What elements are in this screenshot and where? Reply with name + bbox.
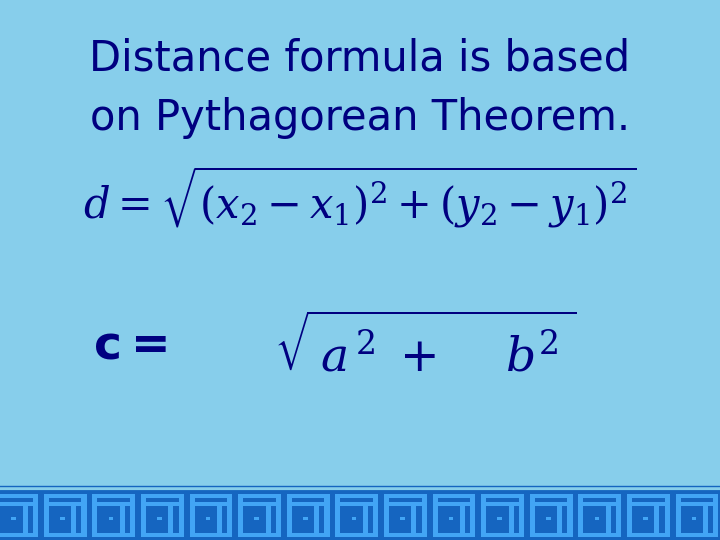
Text: Distance formula is based: Distance formula is based (89, 38, 631, 80)
Bar (243, 502, 276, 505)
FancyBboxPatch shape (146, 498, 179, 534)
Bar (395, 505, 411, 534)
Bar (654, 502, 660, 534)
Bar (248, 505, 266, 534)
Text: $\mathbf{c =}$: $\mathbf{c =}$ (93, 323, 166, 368)
FancyBboxPatch shape (530, 494, 572, 537)
Bar (508, 502, 513, 534)
FancyBboxPatch shape (141, 494, 184, 537)
Bar (103, 505, 120, 534)
Bar (168, 502, 174, 534)
FancyBboxPatch shape (486, 498, 519, 534)
Bar (120, 502, 125, 534)
FancyBboxPatch shape (481, 494, 524, 537)
FancyBboxPatch shape (336, 494, 378, 537)
Bar (71, 502, 76, 534)
Bar (351, 517, 356, 520)
Bar (692, 517, 696, 520)
Bar (49, 502, 81, 505)
Bar (535, 502, 567, 505)
FancyBboxPatch shape (194, 498, 228, 534)
Bar (254, 517, 259, 520)
Bar (606, 502, 611, 534)
FancyBboxPatch shape (675, 494, 719, 537)
Bar (389, 502, 422, 505)
Bar (643, 517, 648, 520)
Bar (341, 502, 373, 505)
Bar (266, 502, 271, 534)
Bar (60, 517, 65, 520)
Bar (540, 505, 557, 534)
Bar (292, 502, 325, 505)
FancyBboxPatch shape (384, 494, 427, 537)
Bar (686, 505, 703, 534)
Bar (157, 517, 162, 520)
FancyBboxPatch shape (341, 498, 373, 534)
FancyBboxPatch shape (49, 498, 81, 534)
Bar (217, 502, 222, 534)
Bar (206, 517, 210, 520)
Bar (314, 502, 319, 534)
Bar (151, 505, 168, 534)
Bar (632, 502, 665, 505)
Bar (546, 517, 551, 520)
Bar (0, 502, 33, 505)
Bar (54, 505, 71, 534)
FancyBboxPatch shape (578, 494, 621, 537)
Bar (637, 505, 654, 534)
Bar (460, 502, 465, 534)
Bar (438, 502, 470, 505)
Bar (0, 491, 720, 540)
Bar (680, 502, 714, 505)
Bar (109, 517, 113, 520)
FancyBboxPatch shape (389, 498, 422, 534)
FancyBboxPatch shape (680, 498, 714, 534)
Text: $d = \sqrt{\left(x_2 - x_1\right)^2 + \left(y_2 - y_1\right)^2}$: $d = \sqrt{\left(x_2 - x_1\right)^2 + \l… (84, 164, 636, 230)
FancyBboxPatch shape (92, 494, 135, 537)
Bar (146, 502, 179, 505)
Bar (12, 517, 16, 520)
Bar (449, 517, 454, 520)
Bar (557, 502, 562, 534)
Bar (22, 502, 27, 534)
Bar (200, 505, 217, 534)
Text: $\sqrt{\,a^{\,2}\; +\quad\; b^2\,}$: $\sqrt{\,a^{\,2}\; +\quad\; b^2\,}$ (274, 315, 576, 381)
Bar (400, 517, 405, 520)
Bar (411, 502, 416, 534)
Bar (492, 505, 508, 534)
FancyBboxPatch shape (189, 494, 233, 537)
FancyBboxPatch shape (243, 498, 276, 534)
FancyBboxPatch shape (287, 494, 330, 537)
Bar (589, 505, 606, 534)
FancyBboxPatch shape (292, 498, 325, 534)
Bar (703, 502, 708, 534)
Bar (443, 505, 460, 534)
FancyBboxPatch shape (438, 498, 470, 534)
FancyBboxPatch shape (583, 498, 616, 534)
Bar (303, 517, 307, 520)
FancyBboxPatch shape (535, 498, 567, 534)
FancyBboxPatch shape (97, 498, 130, 534)
FancyBboxPatch shape (627, 494, 670, 537)
Bar (583, 502, 616, 505)
Bar (486, 502, 519, 505)
FancyBboxPatch shape (0, 494, 38, 537)
FancyBboxPatch shape (632, 498, 665, 534)
Bar (297, 505, 314, 534)
Text: on Pythagorean Theorem.: on Pythagorean Theorem. (90, 97, 630, 139)
Bar (363, 502, 368, 534)
Bar (97, 502, 130, 505)
Bar (6, 505, 22, 534)
Bar (595, 517, 599, 520)
Bar (346, 505, 363, 534)
Bar (194, 502, 228, 505)
FancyBboxPatch shape (238, 494, 281, 537)
FancyBboxPatch shape (44, 494, 86, 537)
FancyBboxPatch shape (0, 498, 33, 534)
Bar (498, 517, 502, 520)
FancyBboxPatch shape (433, 494, 475, 537)
